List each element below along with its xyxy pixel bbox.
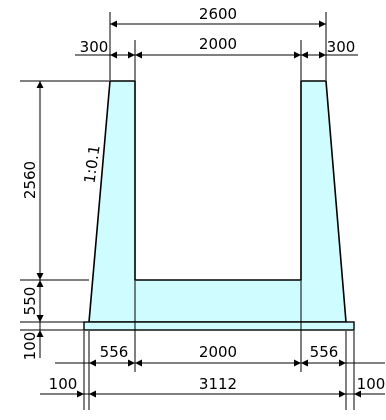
dim-bottom-total: 3112 bbox=[199, 375, 237, 393]
dim-top-right: 300 bbox=[327, 38, 356, 56]
dim-top-total: 2600 bbox=[199, 5, 237, 23]
dim-left-height: 2560 bbox=[21, 161, 39, 199]
dim-bottom-left-offset: 100 bbox=[49, 375, 78, 393]
dim-bottom-right-offset: 100 bbox=[357, 375, 386, 393]
u-section-body bbox=[88, 80, 347, 323]
dim-left-footing: 100 bbox=[21, 332, 39, 361]
slope-label: 1:0.1 bbox=[80, 144, 103, 185]
dim-top-inner: 2000 bbox=[199, 35, 237, 53]
dim-top-left: 300 bbox=[80, 38, 109, 56]
dim-left-base: 550 bbox=[21, 287, 39, 316]
dim-bottom-left: 556 bbox=[100, 343, 129, 361]
dim-bottom-inner: 2000 bbox=[199, 343, 237, 361]
dim-bottom-right: 556 bbox=[310, 343, 339, 361]
base-slab bbox=[83, 321, 355, 331]
